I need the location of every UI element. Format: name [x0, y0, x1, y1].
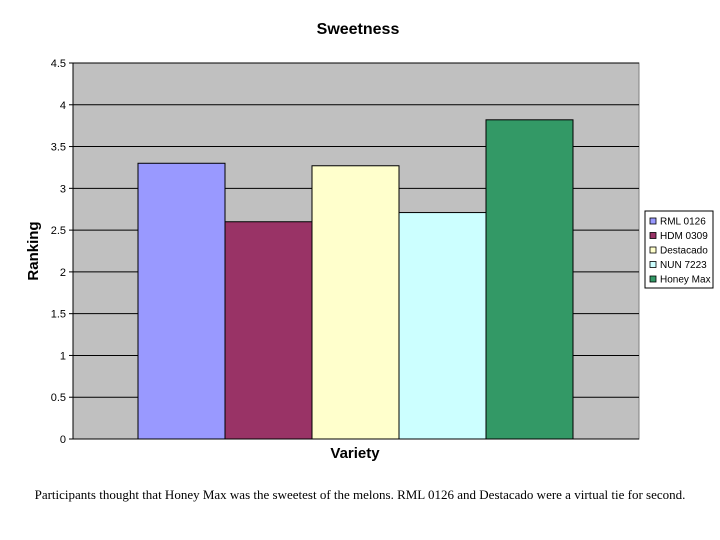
- y-tick-label: 0: [60, 434, 66, 446]
- legend: RML 0126 HDM 0309 Destacado NUN 7223 Honey M…: [644, 210, 714, 289]
- bar-honey-max: [485, 119, 574, 440]
- legend-label: HDM 0309: [660, 231, 708, 242]
- legend-swatch: [649, 261, 657, 268]
- y-tick-label: 3: [60, 183, 66, 195]
- y-tick-label: 4.5: [51, 58, 66, 70]
- y-tick-label: 2: [60, 267, 66, 279]
- y-tick-labels: 0 0.5 1 1.5 2 2.5 3 3.5 4 4.5: [51, 58, 73, 446]
- legend-swatch: [649, 246, 657, 254]
- y-tick-label: 1.5: [51, 309, 66, 321]
- legend-swatch: [649, 232, 657, 239]
- legend-swatch: [649, 275, 657, 283]
- x-axis-title: Variety: [330, 445, 380, 462]
- legend-label: Destacado: [660, 246, 708, 257]
- bar-nun-7223: [398, 212, 487, 440]
- chart-title: Sweetness: [317, 21, 400, 38]
- bars: [137, 119, 574, 440]
- y-tick-label: 2.5: [51, 225, 66, 237]
- sweetness-chart: Sweetness 0 0.5 1 1.5 2 2.5 3 3.5 4 4.5 Variety R…: [25, 21, 714, 462]
- legend-label: NUN 7223: [660, 260, 707, 271]
- y-axis-title: Ranking: [25, 221, 42, 280]
- y-tick-label: 0.5: [51, 392, 66, 404]
- bar-rml-0126: [137, 162, 226, 440]
- bar-destacado: [311, 165, 400, 440]
- legend-swatch: [649, 217, 657, 225]
- chart-caption: Participants thought that Honey Max was …: [34, 487, 686, 502]
- y-tick-label: 4: [60, 100, 66, 112]
- bar-hdm-0309: [224, 221, 313, 440]
- legend-label: RML 0126: [660, 217, 706, 228]
- legend-label: Honey Max: [660, 275, 711, 286]
- y-tick-label: 3.5: [51, 142, 66, 154]
- y-tick-label: 1: [60, 350, 66, 362]
